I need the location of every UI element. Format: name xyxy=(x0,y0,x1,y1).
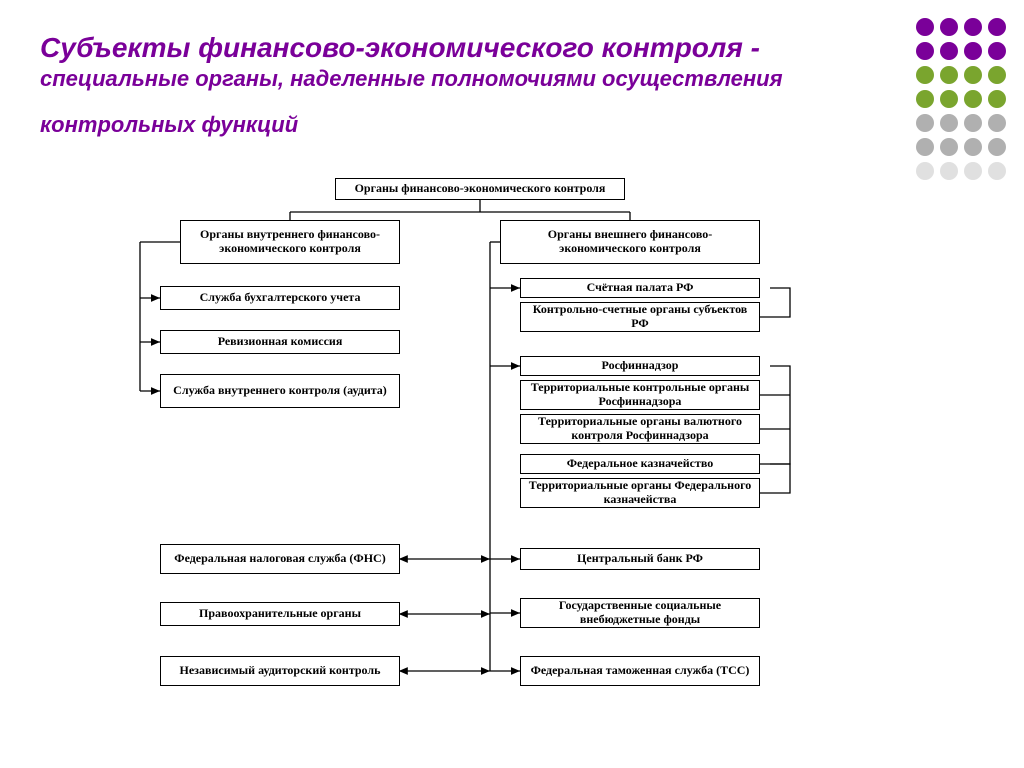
node-ext4: Территориальные контрольные органы Росфи… xyxy=(520,380,760,410)
sub-title2: контрольных функций xyxy=(40,112,860,138)
dot xyxy=(916,90,934,108)
node-ext8: Центральный банк РФ xyxy=(520,548,760,570)
sub-title: специальные органы, наделенные полномочи… xyxy=(40,65,860,94)
dot xyxy=(940,18,958,36)
main-title: Субъекты финансово-экономического контро… xyxy=(40,32,743,63)
dot xyxy=(988,18,1006,36)
node-ext10: Федеральная таможенная служба (ТСС) xyxy=(520,656,760,686)
decorative-dots xyxy=(916,18,1006,180)
node-ext7: Территориальные органы Федерального казн… xyxy=(520,478,760,508)
node-external: Органы внешнего финансово-экономического… xyxy=(500,220,760,264)
node-int2: Ревизионная комиссия xyxy=(160,330,400,354)
org-chart: Органы финансово-экономического контроля… xyxy=(100,178,890,758)
dot xyxy=(940,42,958,60)
dot xyxy=(988,114,1006,132)
dot xyxy=(964,138,982,156)
title-dash: - xyxy=(743,32,760,63)
dot xyxy=(916,42,934,60)
node-ext1: Счётная палата РФ xyxy=(520,278,760,298)
dot xyxy=(964,114,982,132)
slide: Субъекты финансово-экономического контро… xyxy=(0,0,1024,768)
node-ext3: Росфиннадзор xyxy=(520,356,760,376)
node-ext2: Контрольно-счетные органы субъектов РФ xyxy=(520,302,760,332)
node-ext9: Государственные социальные внебюджетные … xyxy=(520,598,760,628)
node-int3: Служба внутреннего контроля (аудита) xyxy=(160,374,400,408)
dot xyxy=(940,114,958,132)
node-left2: Правоохранительные органы xyxy=(160,602,400,626)
dot xyxy=(964,90,982,108)
dot xyxy=(916,114,934,132)
node-root: Органы финансово-экономического контроля xyxy=(335,178,625,200)
dot xyxy=(940,138,958,156)
node-internal: Органы внутреннего финансово-экономическ… xyxy=(180,220,400,264)
dot xyxy=(916,138,934,156)
node-ext5: Территориальные органы валютного контрол… xyxy=(520,414,760,444)
dot xyxy=(916,66,934,84)
dot xyxy=(988,90,1006,108)
dot xyxy=(964,162,982,180)
dot xyxy=(916,162,934,180)
dot xyxy=(964,42,982,60)
node-int1: Служба бухгалтерского учета xyxy=(160,286,400,310)
dot xyxy=(988,162,1006,180)
dot xyxy=(964,66,982,84)
node-left3: Независимый аудиторский контроль xyxy=(160,656,400,686)
node-ext6: Федеральное казначейство xyxy=(520,454,760,474)
dot xyxy=(940,162,958,180)
dot xyxy=(940,90,958,108)
dot xyxy=(964,18,982,36)
dot xyxy=(940,66,958,84)
dot xyxy=(916,18,934,36)
dot xyxy=(988,66,1006,84)
dot xyxy=(988,42,1006,60)
dot xyxy=(988,138,1006,156)
node-left1: Федеральная налоговая служба (ФНС) xyxy=(160,544,400,574)
title-block: Субъекты финансово-экономического контро… xyxy=(40,30,860,138)
